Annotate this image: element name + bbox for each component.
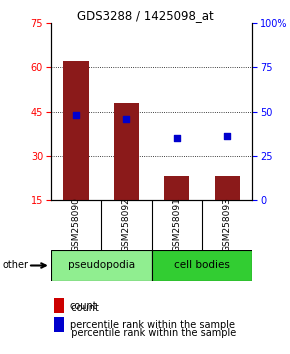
Text: pseudopodia: pseudopodia	[68, 261, 135, 270]
Point	[74, 112, 78, 118]
Bar	[63, 61, 88, 200]
Text: count: count	[65, 303, 99, 313]
Text: GDS3288 / 1425098_at: GDS3288 / 1425098_at	[77, 9, 213, 22]
Text: GSM258092: GSM258092	[122, 198, 131, 252]
Point	[124, 116, 129, 121]
Text: percentile rank within the sample: percentile rank within the sample	[70, 320, 235, 330]
Bar	[51, 250, 151, 281]
Bar	[151, 250, 252, 281]
Point	[174, 135, 179, 141]
Text: GSM258090: GSM258090	[71, 197, 80, 252]
Point	[225, 133, 229, 139]
Bar	[215, 176, 240, 200]
Text: other: other	[3, 261, 29, 270]
Text: GSM258093: GSM258093	[223, 197, 232, 252]
Text: percentile rank within the sample: percentile rank within the sample	[65, 328, 237, 338]
Text: GSM258091: GSM258091	[172, 197, 181, 252]
Bar	[54, 317, 64, 332]
Bar	[164, 176, 189, 200]
Bar	[114, 103, 139, 200]
Text: count: count	[70, 301, 97, 310]
Bar	[54, 298, 64, 313]
Text: cell bodies: cell bodies	[174, 261, 230, 270]
